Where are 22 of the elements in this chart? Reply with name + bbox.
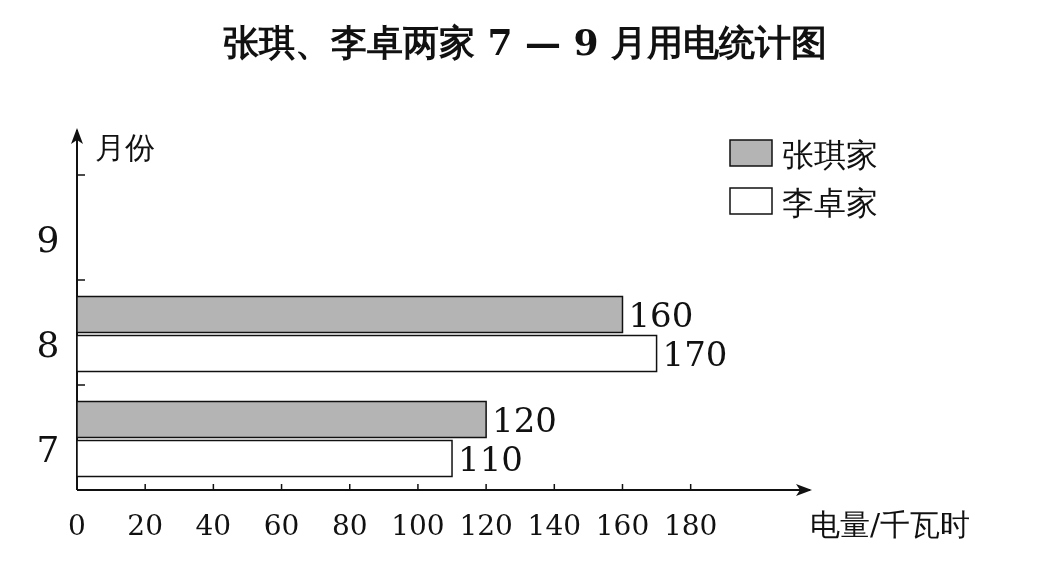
y-tick-label: 7 bbox=[36, 428, 60, 470]
data-label: 120 bbox=[492, 399, 558, 440]
data-label: 170 bbox=[662, 333, 728, 374]
x-tick-label: 100 bbox=[391, 509, 445, 542]
x-tick-label: 80 bbox=[331, 509, 368, 542]
legend-label: 张琪家 bbox=[782, 136, 878, 174]
data-label: 160 bbox=[628, 294, 694, 335]
x-tick-label: 20 bbox=[127, 509, 164, 542]
x-tick-label: 180 bbox=[663, 509, 718, 542]
x-tick-label: 0 bbox=[68, 509, 86, 542]
x-axis-title: 电量/千瓦时 bbox=[809, 507, 971, 542]
data-label: 110 bbox=[458, 438, 523, 479]
y-axis-title: 月份 bbox=[95, 130, 155, 165]
x-tick-label: 140 bbox=[527, 509, 582, 542]
y-tick-label: 9 bbox=[36, 218, 60, 260]
x-tick-label: 120 bbox=[459, 509, 513, 542]
x-tick-label: 160 bbox=[595, 509, 650, 542]
y-tick-label: 8 bbox=[36, 323, 60, 365]
x-tick-label: 40 bbox=[195, 509, 232, 542]
chart-title: 张琪、李卓两家 7 — 9 月用电统计图 bbox=[222, 21, 828, 63]
x-tick-label: 60 bbox=[263, 509, 300, 542]
legend-label: 李卓家 bbox=[782, 184, 878, 222]
